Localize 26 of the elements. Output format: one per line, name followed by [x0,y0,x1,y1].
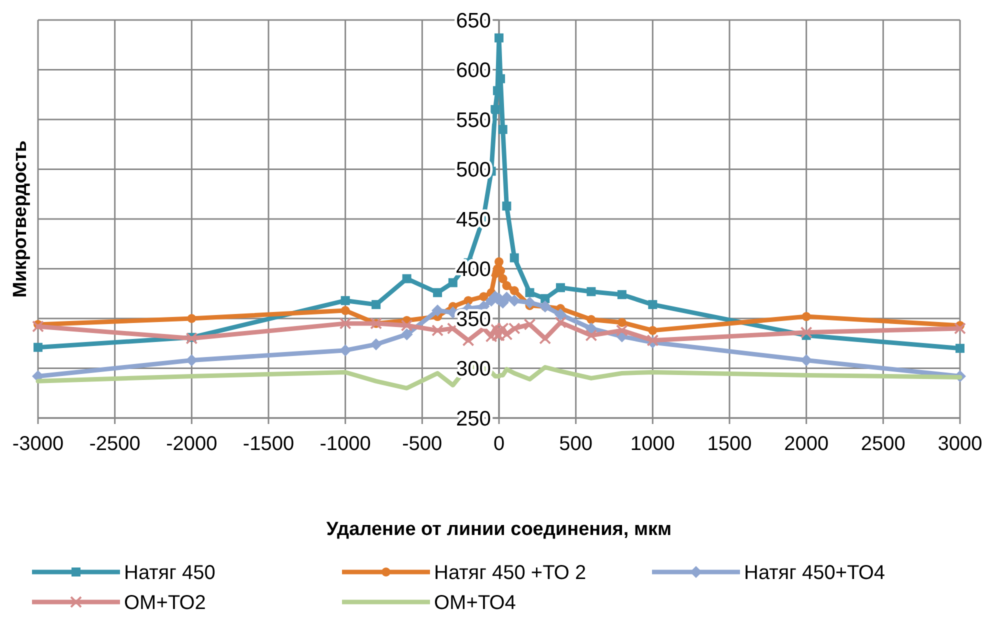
x-tick-label: -3000 [12,433,64,455]
legend-label: ОМ+ТО2 [124,592,206,614]
x-tick-label: 0 [493,433,505,455]
x-tick-label: 1500 [707,433,752,455]
y-tick-label: 300 [456,358,491,381]
legend-label: ОМ+ТО4 [434,592,516,614]
y-tick-label: 600 [456,59,491,82]
y-tick-label: 550 [456,108,491,132]
y-tick-label: 350 [456,308,491,331]
y-tick-label: 250 [456,407,491,430]
x-tick-label: 1000 [630,433,675,455]
x-tick-label: -1500 [242,433,294,455]
y-tick-label: 650 [456,9,491,32]
x-axis-title: Удаление от линии соединения, мкм [326,519,672,540]
x-tick-label: -500 [402,433,442,455]
x-tick-label: 2000 [784,433,829,455]
x-tick-label: -1000 [320,433,371,455]
x-tick-label: -2500 [89,433,140,455]
legend-label: Натяг 450 [124,562,216,584]
legend-label: Натяг 450 +ТО 2 [434,562,586,584]
x-tick-label: 500 [559,433,593,455]
x-tick-label: -2000 [166,433,218,455]
legend-label: Натяг 450+ТО4 [744,562,886,584]
x-tick-label: 3000 [938,433,982,455]
y-axis-title: Микротвердость [10,140,31,298]
x-tick-label: 2500 [860,433,906,455]
